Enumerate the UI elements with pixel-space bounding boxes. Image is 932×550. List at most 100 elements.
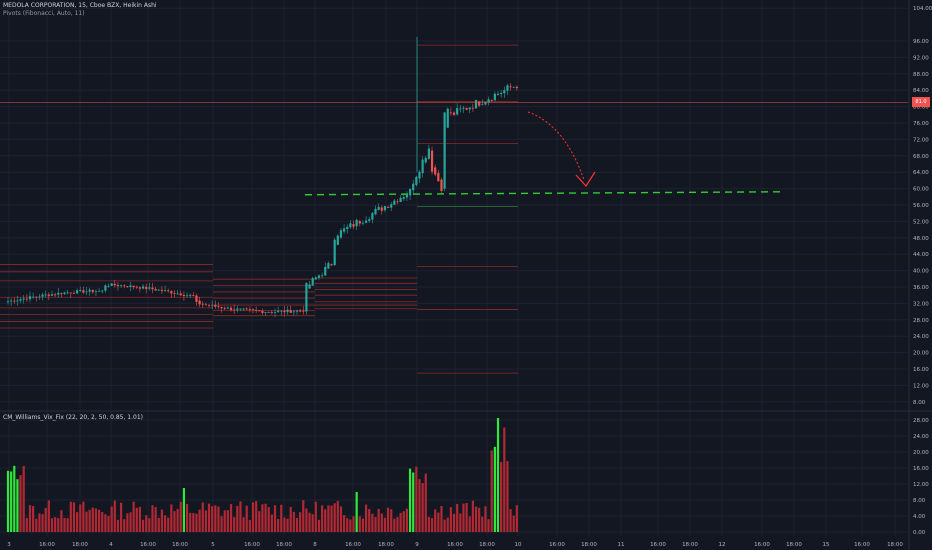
candle-body: [176, 293, 179, 295]
vix-bar: [402, 511, 405, 532]
x-tick-label: 9: [415, 542, 419, 548]
candle-body: [396, 201, 399, 203]
candle-body: [54, 294, 57, 296]
y-tick-label: 28.00: [913, 318, 929, 324]
vix-bar: [204, 510, 207, 532]
vix-bar: [377, 508, 380, 532]
x-tick-label: 16:00: [650, 542, 666, 548]
vix-bar: [449, 507, 452, 532]
vix-bar: [261, 504, 264, 532]
vix-bar: [371, 513, 374, 532]
vix-bar: [481, 516, 484, 532]
y-tick-label: 52.00: [913, 219, 929, 225]
candle-body: [214, 305, 217, 307]
candle-body: [324, 266, 327, 276]
y-tick-label: 44.00: [913, 252, 929, 258]
candle-body: [424, 157, 427, 163]
vix-bar: [349, 519, 352, 532]
vix-bar: [236, 505, 239, 532]
support-dashed-line: [304, 191, 786, 196]
vix-bar: [443, 519, 446, 532]
candle-body: [289, 310, 292, 313]
vix-bar: [292, 511, 295, 532]
candle-body: [430, 150, 434, 172]
candle-body: [6, 301, 10, 303]
vix-bar: [176, 509, 179, 532]
candle-body: [493, 93, 496, 101]
pivots-indicator-label: Pivots (Fibonacci, Auto, 11): [3, 10, 85, 17]
vix-bar: [462, 503, 465, 532]
candle-body: [299, 310, 302, 312]
vix-bar: [342, 514, 346, 532]
vix-bar: [255, 501, 258, 532]
vix-bar: [170, 504, 173, 532]
y-tick-label: 72.00: [913, 137, 929, 143]
candle-body: [512, 86, 515, 88]
candle-body: [101, 290, 104, 292]
vix-bar: [192, 513, 195, 532]
vix-bar: [399, 512, 402, 532]
vix-bar: [148, 518, 151, 532]
pivot-levels: [0, 44, 518, 374]
vix-bar: [123, 519, 126, 532]
vix-bar: [198, 509, 201, 532]
candle-body: [104, 285, 107, 291]
vix-bar: [220, 516, 223, 532]
vix-bar: [167, 517, 170, 532]
candle-body: [47, 294, 50, 296]
y-tick-label: 56.00: [913, 203, 929, 209]
candle-body: [339, 230, 343, 238]
vix-bar: [484, 506, 487, 532]
candle-body: [10, 300, 13, 302]
vix-bar: [352, 516, 355, 532]
vix-bar: [405, 508, 409, 532]
candle-body: [481, 104, 484, 106]
vix-bar: [154, 507, 157, 532]
candle-body: [16, 300, 19, 302]
y-tick-label: 40.00: [913, 269, 929, 275]
x-tick-label: 16:00: [244, 542, 260, 548]
vix-bar: [364, 504, 368, 532]
bearish-arrow: [527, 111, 585, 181]
vix-bar: [289, 506, 292, 532]
vix-bar: [471, 500, 474, 532]
vix-bar: [76, 512, 79, 532]
vix-bar: [490, 450, 493, 532]
vix-bar: [107, 515, 110, 532]
vix-bar: [503, 427, 506, 532]
candle-body: [295, 310, 299, 312]
candle-body: [204, 304, 207, 306]
candle-body: [468, 107, 471, 110]
candle-body: [185, 295, 189, 297]
candle-body: [386, 206, 390, 208]
x-tick-label: 16:00: [754, 542, 770, 548]
candle-body: [380, 207, 383, 211]
candle-body: [500, 92, 503, 95]
candle-body: [490, 99, 493, 101]
vix-bar: [160, 509, 164, 532]
candle-body: [35, 296, 38, 298]
candle-body: [361, 222, 365, 224]
vix-bar: [317, 519, 321, 532]
vix-bar: [330, 505, 333, 532]
x-tick-label: 18:00: [682, 542, 698, 548]
vix-bar: [346, 518, 349, 532]
vix-bar: [214, 505, 217, 532]
candle-body: [157, 289, 160, 291]
candle-body: [242, 308, 245, 310]
candle-body: [72, 293, 76, 294]
candle-body: [342, 228, 346, 232]
vix-bar: [47, 500, 50, 532]
vix-bar: [157, 517, 160, 532]
vix-bar: [151, 505, 154, 532]
candle-body: [487, 99, 490, 103]
y-tick-label: 20.00: [913, 351, 929, 357]
vix-bar: [38, 513, 41, 532]
candle-body: [349, 223, 352, 228]
candle-body: [415, 176, 418, 185]
candle-body: [192, 295, 195, 296]
x-tick-label: 18:00: [479, 542, 495, 548]
x-tick-label: 11: [618, 542, 625, 548]
vix-y-tick-label: 16.00: [913, 466, 929, 472]
